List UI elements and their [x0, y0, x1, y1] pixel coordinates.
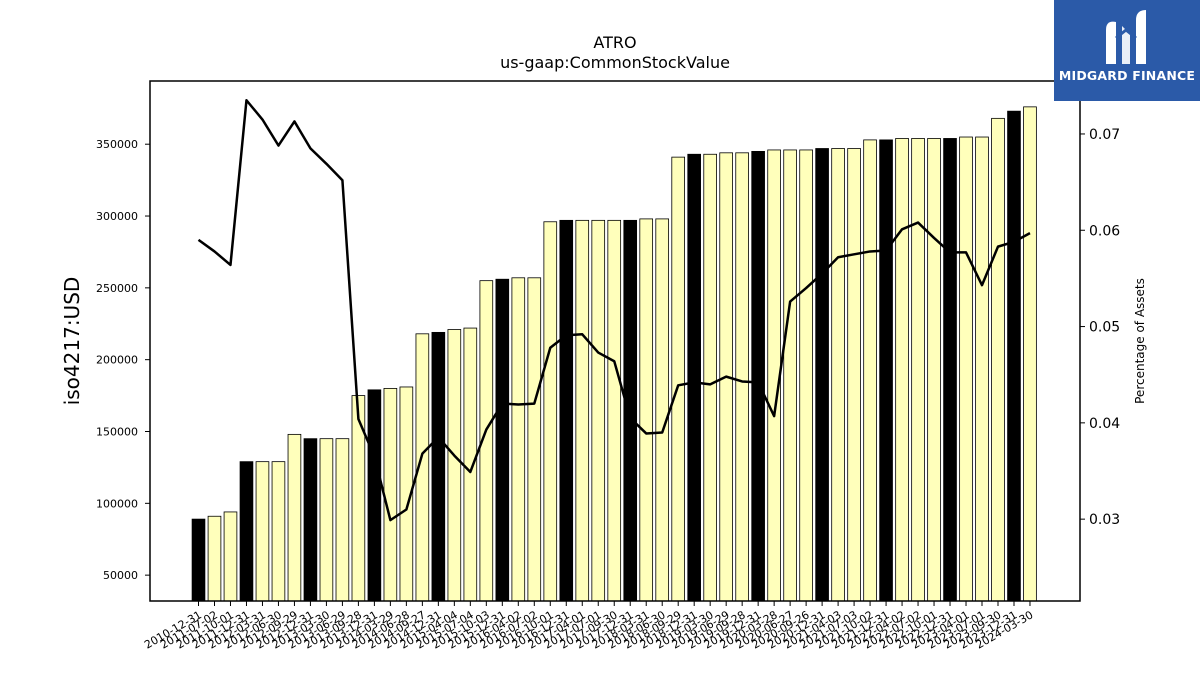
- right-tick-label: 0.05: [1089, 320, 1120, 336]
- plot-frame: [149, 80, 1081, 602]
- bar-2014-12-31: [431, 331, 446, 602]
- bar-2016-04-02: [511, 277, 526, 602]
- y-axis-label-right: Percentage of Assets: [1133, 278, 1147, 404]
- bar-2012-06-30: [271, 461, 286, 602]
- bar-2020-09-26: [799, 149, 813, 602]
- left-tick-label: 150000: [96, 425, 138, 438]
- bar-2015-07-04: [463, 327, 478, 602]
- left-tick-label: 300000: [96, 210, 138, 223]
- bar-2023-04-01: [959, 136, 973, 602]
- bar-2011-10-01: [223, 511, 238, 602]
- bar-2022-04-02: [895, 138, 909, 602]
- right-axis: 0.03 0.04 0.05 0.06 0.07: [1080, 127, 1120, 528]
- right-tick-label: 0.04: [1089, 416, 1120, 432]
- bar-2017-09-30: [607, 219, 622, 602]
- bar-2017-12-31: [623, 219, 638, 602]
- bar-2017-07-01: [591, 219, 606, 602]
- bar-2016-12-31: [559, 219, 574, 602]
- bar-2020-06-27: [783, 149, 797, 602]
- bar-2020-12-31: [815, 148, 829, 602]
- left-tick-label: 350000: [96, 138, 138, 151]
- logo-text: MIDGARD FINANCE: [1058, 68, 1196, 83]
- left-tick-label: 250000: [96, 282, 138, 295]
- bar-2013-12-31: [367, 389, 382, 602]
- bar-2019-12-31: [751, 150, 765, 602]
- bar-2013-06-29: [335, 438, 350, 602]
- midgard-logo-icon: [1106, 10, 1146, 64]
- bar-2016-07-02: [527, 277, 542, 602]
- bar-2012-09-29: [287, 433, 302, 602]
- chart-subtitle: us-gaap:CommonStockValue: [500, 53, 730, 72]
- bar-2022-12-31: [943, 138, 957, 602]
- bar-2018-03-31: [639, 218, 654, 602]
- line-group: [197, 99, 1031, 522]
- bar-2023-07-01: [975, 136, 989, 602]
- bar-2011-12-31: [239, 461, 254, 602]
- bar-2011-07-02: [207, 515, 222, 602]
- bar-2019-03-30: [703, 153, 717, 602]
- bar-2012-03-31: [255, 461, 270, 602]
- right-tick-label: 0.03: [1089, 512, 1120, 528]
- bar-2018-09-29: [671, 156, 685, 602]
- bar-2021-12-31: [879, 139, 893, 602]
- bar-2022-10-01: [927, 138, 941, 602]
- bar-2023-09-30: [991, 117, 1005, 602]
- bar-2017-04-01: [575, 219, 590, 602]
- left-tick-label: 100000: [96, 497, 138, 510]
- bar-2013-03-30: [319, 438, 334, 602]
- logo: MIDGARD FINANCE: [1054, 0, 1200, 101]
- bar-2021-10-02: [863, 139, 877, 602]
- bar-2018-06-30: [655, 218, 670, 602]
- x-axis: 2010-12-312011-07-022011-10-012011-12-31…: [142, 601, 1035, 652]
- bar-2012-12-31: [303, 438, 318, 602]
- right-tick-label: 0.06: [1089, 223, 1120, 239]
- bar-2018-12-31: [687, 153, 701, 602]
- bar-2015-04-04: [447, 329, 462, 602]
- bar-2023-12-31: [1007, 110, 1021, 602]
- bar-2010-12-31: [191, 518, 206, 602]
- bar-2016-10-01: [543, 221, 558, 602]
- bar-2024-03-30: [1023, 106, 1037, 602]
- bar-2014-03-29: [383, 387, 398, 602]
- bar-2022-07-02: [911, 138, 925, 602]
- left-tick-label: 50000: [103, 569, 138, 582]
- bar-2015-12-31: [495, 278, 510, 602]
- left-axis: 50000 100000 150000 200000 250000 300000 35000…: [96, 138, 150, 582]
- left-tick-label: 200000: [96, 354, 138, 367]
- bar-2021-04-03: [831, 148, 845, 602]
- y-axis-label-left: iso4217:USD: [60, 277, 84, 406]
- bar-2021-07-03: [847, 148, 861, 602]
- right-tick-label: 0.07: [1089, 127, 1120, 143]
- percentage-line: [197, 99, 1031, 522]
- bars-group: [191, 106, 1037, 602]
- bar-2019-09-28: [735, 152, 749, 602]
- chart-title: ATRO: [593, 33, 636, 52]
